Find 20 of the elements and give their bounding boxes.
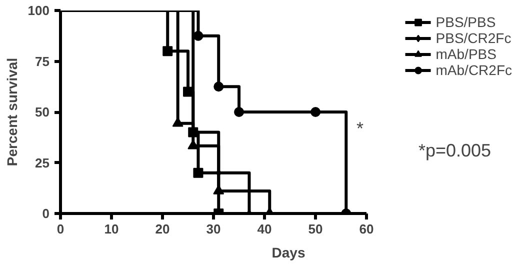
x-tick-label: 60 (359, 222, 374, 236)
legend-label: PBS/CR2Fc (436, 30, 512, 46)
x-axis-title: Days (272, 244, 306, 260)
y-tick-label: 50 (35, 104, 50, 120)
y-tick-label: 0 (42, 206, 50, 221)
y-tick-label: 75 (35, 54, 50, 69)
y-axis-title: Percent survival (4, 58, 20, 166)
x-tick-label: 40 (257, 222, 272, 236)
x-tick-label: 10 (104, 222, 119, 236)
x-tick-label: 50 (308, 222, 323, 236)
legend-label: mAb/CR2Fc (436, 62, 512, 78)
text: *p=0.005 (418, 140, 492, 160)
x-tick-label: 20 (155, 222, 170, 236)
y-tick-label: 25 (35, 155, 50, 170)
x-tick-label: 0 (56, 222, 64, 236)
x-tick-label: 30 (206, 222, 221, 236)
legend-label: mAb/PBS (436, 46, 496, 62)
y-tick-label: 100 (28, 3, 50, 18)
legend-label: PBS/PBS (436, 14, 496, 30)
annotation: * (356, 118, 364, 138)
